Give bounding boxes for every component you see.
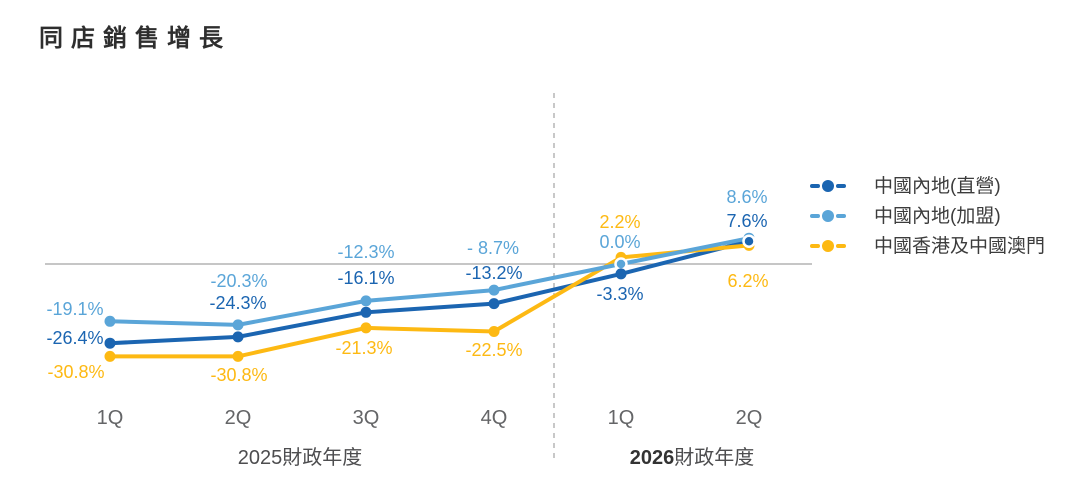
series-point-2-3	[488, 326, 500, 337]
data-label: 2.2%	[599, 212, 641, 232]
data-label: - 8.7%	[466, 238, 520, 258]
data-label: 0.0%	[599, 232, 641, 252]
series-point-1-3	[488, 284, 500, 296]
data-label: -22.5%	[465, 340, 523, 360]
series-point-0-3	[488, 298, 500, 310]
line-dot-marker-icon	[810, 240, 848, 252]
series-point-0-2	[360, 306, 372, 318]
line-dot-marker-icon	[810, 210, 848, 222]
series-point-0-4	[615, 268, 627, 280]
fiscal-year-suffix: 財政年度	[674, 447, 755, 469]
line-dot-marker-icon	[810, 180, 848, 192]
series-point-0-0	[104, 337, 116, 349]
series-line-1	[109, 236, 750, 327]
x-tick-label: 2Q	[224, 407, 252, 429]
legend: 中國內地(直營) 中國內地(加盟) 中國香港及中國澳門	[810, 171, 1045, 261]
series-point-0-1	[232, 331, 244, 343]
fiscal-year-number: 2026	[629, 447, 675, 469]
data-label: -21.3%	[335, 338, 393, 358]
data-label: -26.4%	[46, 328, 104, 348]
data-label: -24.3%	[209, 293, 267, 313]
data-label: -30.8%	[47, 362, 105, 382]
data-label: -19.1%	[46, 299, 104, 319]
legend-label: 中國內地(加盟)	[874, 205, 1001, 227]
x-tick-label: 1Q	[96, 407, 124, 429]
series-point-1-4	[614, 257, 628, 271]
series-point-1-0	[104, 315, 116, 327]
legend-item-hk-macau: 中國香港及中國澳門	[810, 231, 1045, 261]
legend-item-mainland-direct: 中國內地(直營)	[810, 171, 1045, 201]
fiscal-year-label-2026: 2026財政年度	[630, 448, 755, 468]
data-label: 6.2%	[727, 271, 769, 291]
series-point-2-2	[360, 322, 372, 334]
series-point-1-2	[360, 295, 372, 307]
data-label: -13.2%	[465, 263, 523, 283]
data-label: 8.6%	[726, 187, 768, 207]
x-tick-label: 4Q	[480, 407, 508, 429]
page-title: 同店銷售增長	[39, 25, 231, 52]
legend-label: 中國內地(直營)	[874, 175, 1001, 197]
legend-label: 中國香港及中國澳門	[874, 235, 1046, 257]
x-tick-label: 1Q	[607, 407, 635, 429]
data-label: -16.1%	[337, 268, 395, 288]
data-label: -3.3%	[596, 284, 644, 304]
fiscal-year-label-2025: 2025財政年度	[238, 448, 363, 468]
series-point-2-0	[104, 350, 116, 362]
data-label: 7.6%	[726, 211, 768, 231]
legend-item-mainland-franchise: 中國內地(加盟)	[810, 201, 1045, 231]
series-point-0-5	[742, 234, 756, 248]
fiscal-year-suffix: 財政年度	[282, 447, 363, 469]
x-tick-label: 2Q	[735, 407, 763, 429]
x-tick-label: 3Q	[352, 407, 380, 429]
data-label: -12.3%	[337, 242, 395, 262]
series-point-1-1	[232, 319, 244, 331]
data-label: -30.8%	[210, 365, 268, 385]
series-line-0	[109, 239, 750, 346]
series-line-2	[110, 243, 750, 359]
series-point-2-1	[232, 350, 244, 362]
fiscal-year-number: 2025	[237, 447, 283, 469]
data-label: -20.3%	[210, 271, 268, 291]
